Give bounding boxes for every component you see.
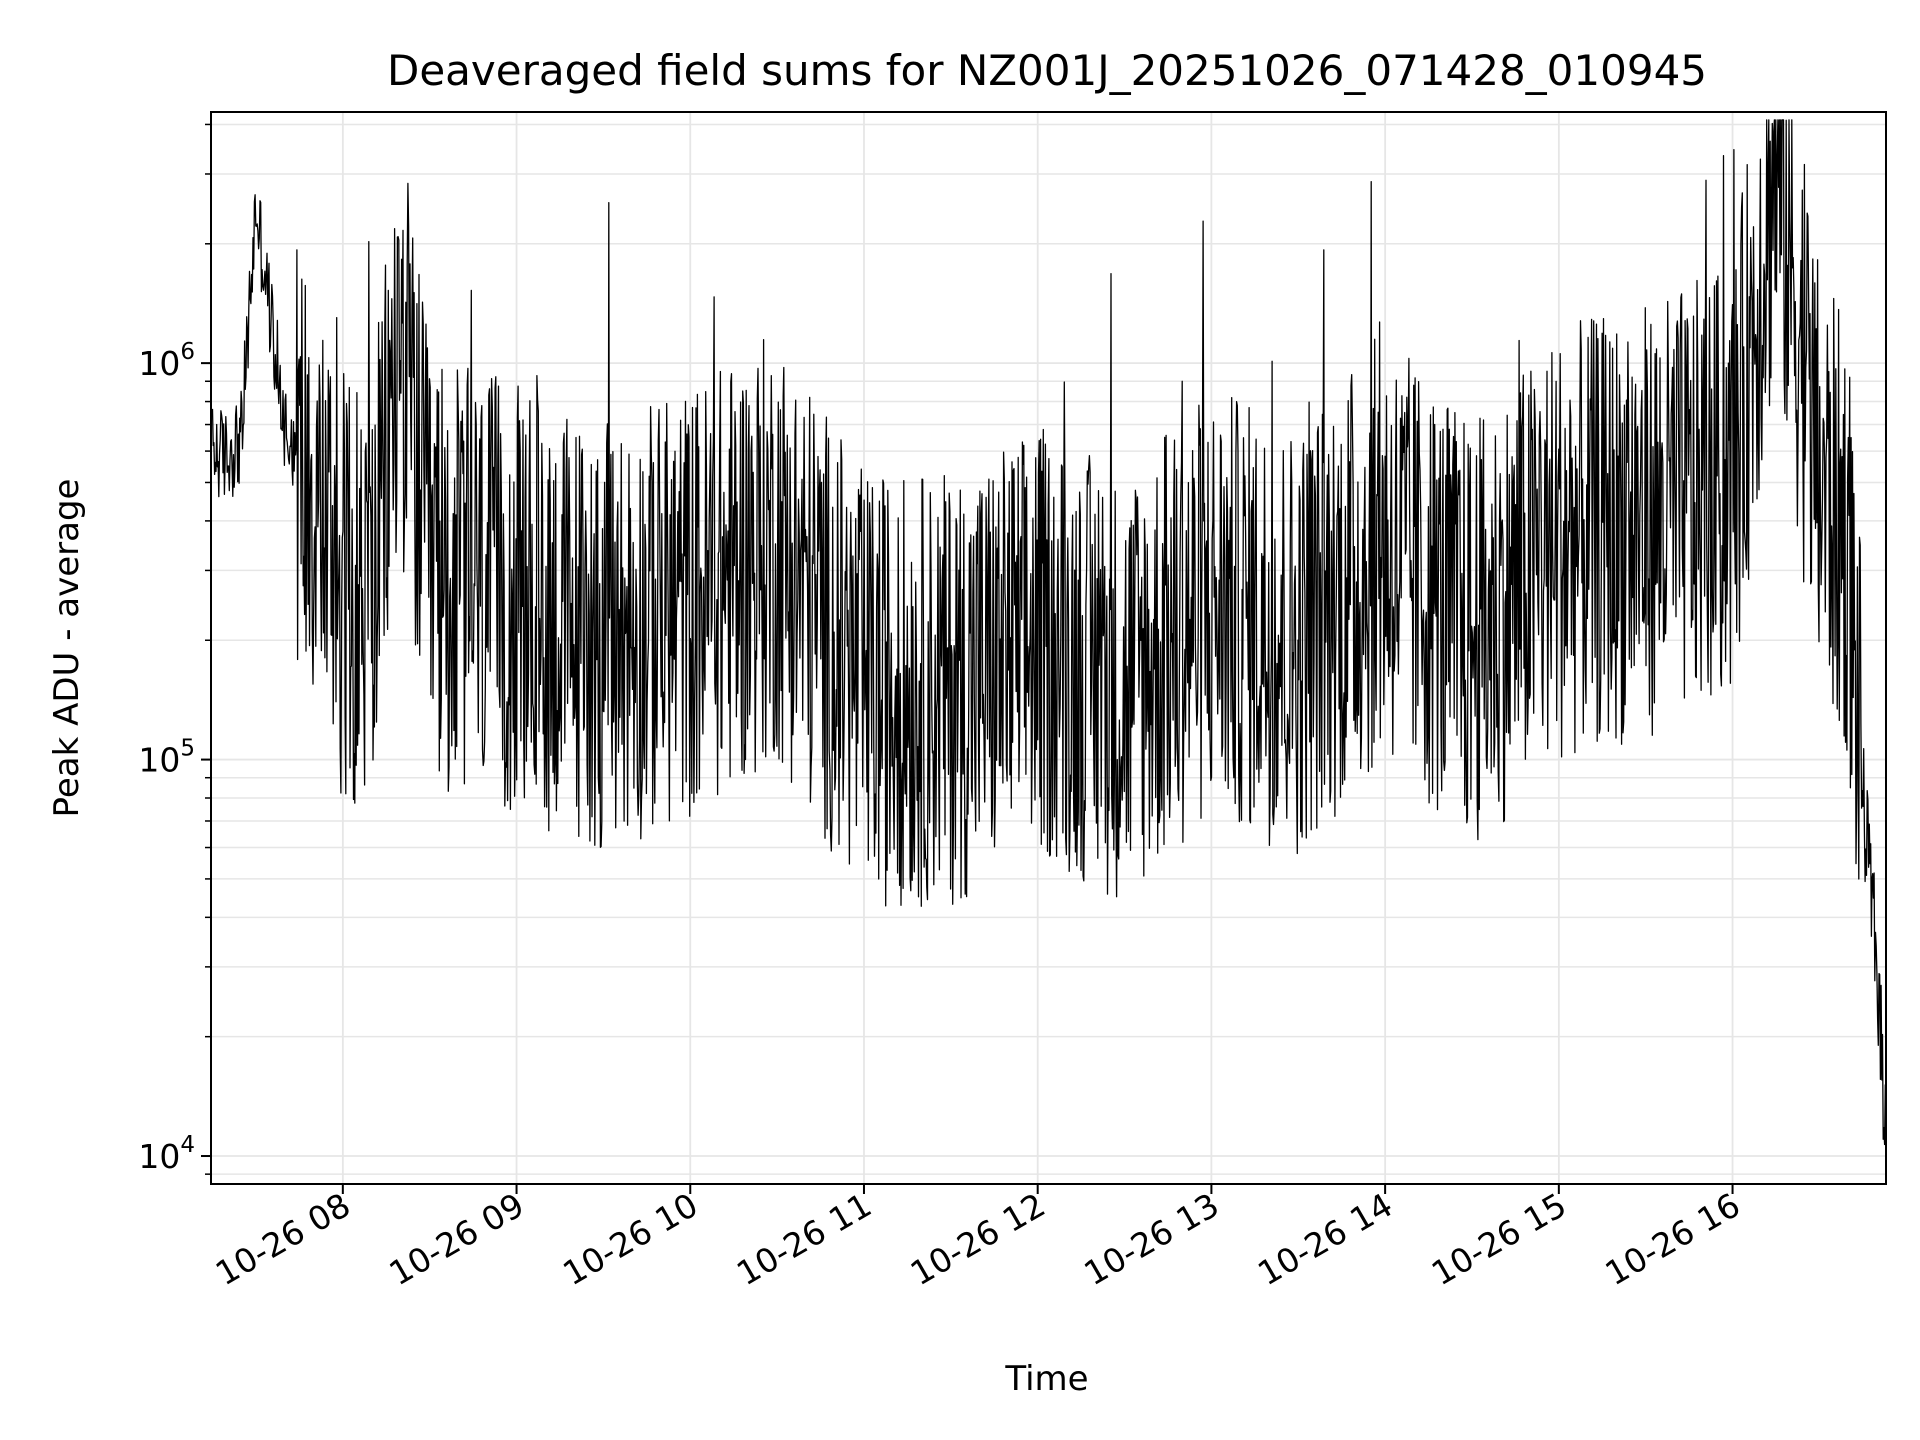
series-line: [211, 119, 1886, 1146]
y-tick-label: 106: [138, 339, 195, 383]
y-tick-label: 104: [138, 1132, 195, 1176]
x-axis-label: Time: [1004, 1359, 1088, 1399]
y-axis-label: Peak ADU - average: [47, 479, 87, 818]
y-tick-label: 105: [138, 736, 195, 780]
chart-title: Deaveraged field sums for NZ001J_2025102…: [387, 46, 1707, 95]
y-axis-ticks: 104 105 106: [138, 123, 211, 1176]
plot-frame: [210, 111, 1887, 1185]
